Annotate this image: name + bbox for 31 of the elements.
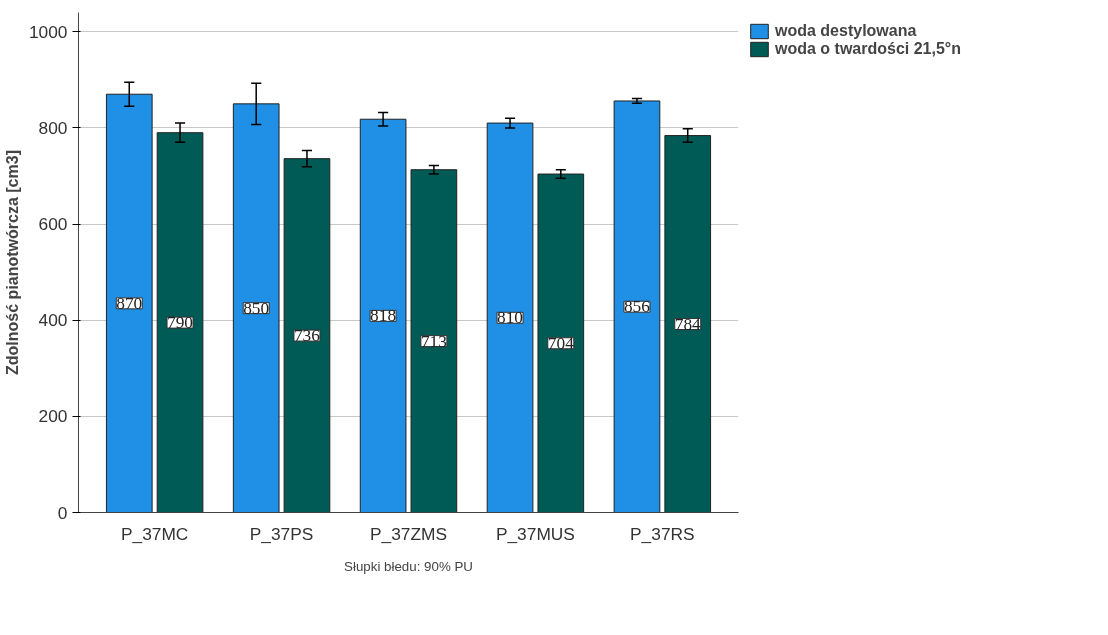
- legend-label: woda o twardości 21,5°n: [775, 40, 962, 58]
- bar: [156, 132, 204, 513]
- data-label: 810: [497, 308, 524, 328]
- bar: [486, 122, 534, 513]
- x-tick-label: P_37MUS: [495, 523, 575, 544]
- bar: [232, 103, 280, 513]
- x-tick-label: P_37ZMS: [369, 523, 448, 544]
- x-tick-label: P_37PS: [249, 523, 314, 544]
- data-label: 713: [420, 331, 447, 351]
- x-tick-label: P_37RS: [630, 523, 695, 544]
- y-tick-label: 0: [57, 502, 68, 523]
- data-label: 790: [167, 313, 194, 333]
- bar: [410, 169, 458, 513]
- text: Słupki błedu: 90% PU: [344, 558, 473, 574]
- y-tick-label: 1000: [28, 21, 68, 42]
- bar: [537, 173, 585, 513]
- bar: [359, 118, 407, 513]
- y-tick-label: 400: [38, 310, 68, 331]
- bar: [613, 100, 661, 513]
- legend-label: woda destylowana: [775, 22, 918, 40]
- bar: [283, 158, 331, 513]
- y-tick-label: 600: [38, 214, 68, 235]
- y-tick-label: 200: [38, 406, 68, 427]
- bar: [105, 93, 153, 513]
- data-label: 856: [623, 297, 651, 317]
- data-label: 736: [293, 326, 321, 346]
- bar: [664, 135, 712, 513]
- y-tick-label: 800: [38, 117, 68, 138]
- y-axis-title: Zdolność pianotwórcza [cm3]: [3, 150, 21, 375]
- x-tick-label: P_37MC: [120, 523, 189, 544]
- data-label: 850: [243, 298, 270, 318]
